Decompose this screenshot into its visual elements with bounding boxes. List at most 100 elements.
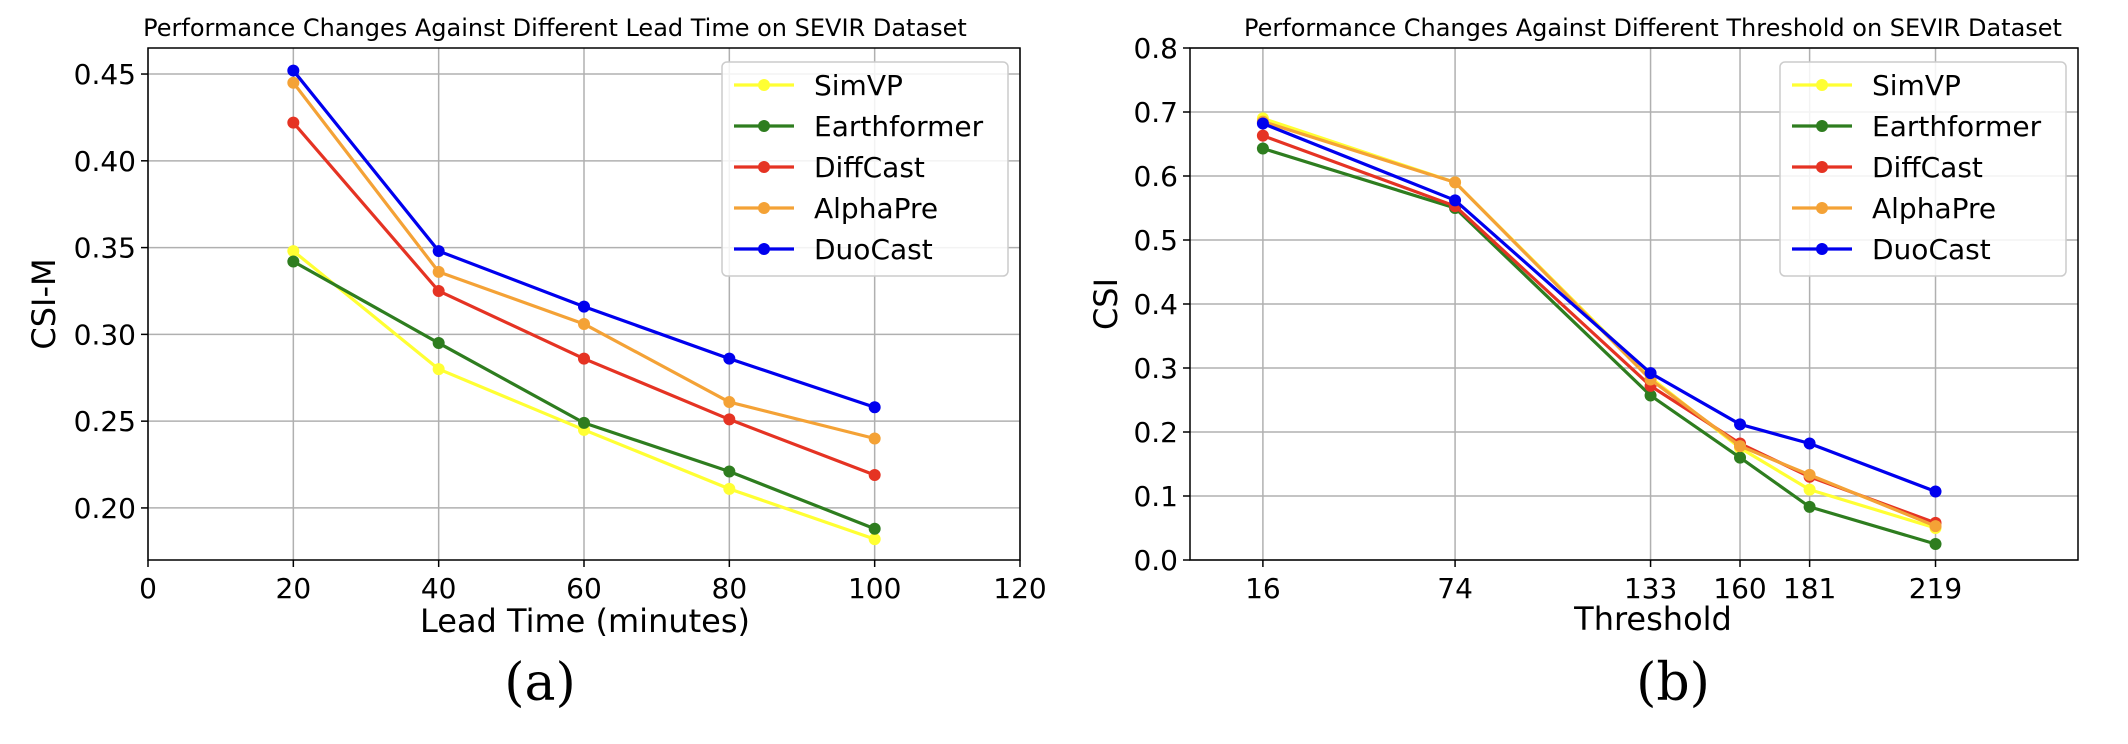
data-point-simvp [723,482,736,495]
legend-item-earthformer: Earthformer [734,110,984,143]
x-axis-ticks-b: 16 74 133 160 181 219 [1245,560,1962,605]
data-point-diffcast [868,468,881,481]
x-tick-label: 120 [993,572,1046,605]
y-axis-ticks-b: 0.0 0.1 0.2 0.3 0.4 0.5 0.6 0.7 0.8 [1133,32,1190,577]
data-point-alphapre [432,265,445,278]
data-point-alphapre [578,317,590,330]
data-point-simvp [1803,483,1816,496]
data-point-diffcast [287,116,300,129]
y-tick-label: 0.3 [1133,352,1178,385]
chart-panel-b: Performance Changes Against Different Th… [1087,14,2079,713]
data-point-earthformer [1256,142,1269,155]
legend-swatch-marker [758,161,770,173]
data-point-earthformer [287,255,300,268]
data-point-duocast [1734,418,1747,431]
y-tick-label: 0.25 [74,405,136,438]
legend-label: Earthformer [1872,110,2042,143]
legend-label: DuoCast [1872,233,1991,266]
data-point-earthformer [432,337,445,350]
x-tick-label: 20 [276,572,312,605]
x-tick-label: 133 [1624,572,1677,605]
y-tick-label: 0.4 [1133,288,1178,321]
y-tick-label: 0.8 [1133,32,1178,65]
legend-b: SimVP Earthformer DiffCast AlphaPre DuoCast [1779,61,2067,277]
y-axis-label-a: CSI-M [25,258,63,349]
legend-item-diffcast: DiffCast [1792,151,1983,184]
chart-panel-a: Performance Changes Against Different Le… [25,14,1047,713]
x-tick-label: 219 [1909,572,1962,605]
y-tick-label: 0.7 [1133,96,1178,129]
legend-label: Earthformer [814,110,984,143]
y-tick-label: 0.6 [1133,160,1178,193]
data-point-duocast [1256,117,1269,130]
series-diffcast [287,116,881,481]
data-point-duocast [1449,194,1462,207]
data-point-alphapre [287,76,300,89]
y-axis-ticks-a: 0.20 0.25 0.30 0.35 0.40 0.45 [74,58,148,525]
x-tick-label: 100 [848,572,901,605]
series-earthformer [287,255,881,535]
legend-item-diffcast: DiffCast [734,151,925,184]
legend-label: DiffCast [1872,151,1983,184]
data-point-alphapre [1734,440,1747,453]
legend-swatch-marker [1816,202,1828,214]
data-point-diffcast [432,284,445,297]
legend-label: SimVP [1872,69,1961,102]
legend-label: DiffCast [814,151,925,184]
data-point-duocast [1929,485,1942,498]
legend-swatch-marker [1816,161,1828,173]
data-point-earthformer [1929,538,1942,550]
legend-swatch-marker [758,243,770,255]
legend-swatch-marker [1816,243,1828,255]
legend-item-simvp: SimVP [734,69,903,102]
data-point-diffcast [578,352,590,365]
data-point-duocast [1803,437,1816,450]
x-axis-label-b: Threshold [1573,600,1732,638]
x-tick-label: 160 [1713,572,1766,605]
data-point-simvp [432,363,445,376]
y-tick-label: 0.1 [1133,480,1178,513]
legend-swatch-marker [1816,79,1828,91]
legend-box [1779,61,2067,277]
legend-item-simvp: SimVP [1792,69,1961,102]
data-point-duocast [287,64,300,77]
data-point-earthformer [1734,451,1747,464]
x-tick-label: 16 [1245,572,1281,605]
series-duocast [1256,117,1942,498]
y-tick-label: 0.30 [74,318,136,351]
caption-b: (b) [1636,653,1710,713]
legend-item-duocast: DuoCast [734,233,933,266]
series-line-alphapre [1262,120,1937,528]
legend-box [721,61,1009,277]
data-point-earthformer [723,465,736,478]
legend-swatch-marker [758,120,770,132]
data-point-alphapre [1449,176,1462,189]
data-point-alphapre [723,396,736,409]
series-line-earthformer [1262,146,1936,546]
data-point-duocast [723,352,736,365]
y-tick-label: 0.0 [1133,544,1178,577]
data-point-simvp [868,533,881,546]
x-tick-label: 80 [712,572,748,605]
series-lines-b [1256,112,1942,550]
y-axis-label-b: CSI [1087,278,1125,330]
series-duocast [287,64,881,414]
data-point-earthformer [578,416,590,429]
data-point-earthformer [1803,500,1816,513]
data-point-alphapre [868,432,881,445]
data-point-duocast [578,300,590,313]
legend-a: SimVP Earthformer DiffCast AlphaPre DuoCast [721,61,1009,277]
caption-a: (a) [504,653,576,713]
legend-item-duocast: DuoCast [1792,233,1991,266]
series-earthformer [1256,142,1942,550]
x-tick-label: 60 [566,572,602,605]
x-axis-label-a: Lead Time (minutes) [420,602,750,640]
series-lines-a [287,64,881,546]
legend-item-alphapre: AlphaPre [1792,192,1996,225]
legend-swatch-marker [758,79,770,91]
y-tick-label: 0.2 [1133,416,1178,449]
y-tick-label: 0.5 [1133,224,1178,257]
data-point-duocast [432,245,445,258]
series-alphapre [287,76,881,445]
legend-swatch-marker [1816,120,1828,132]
